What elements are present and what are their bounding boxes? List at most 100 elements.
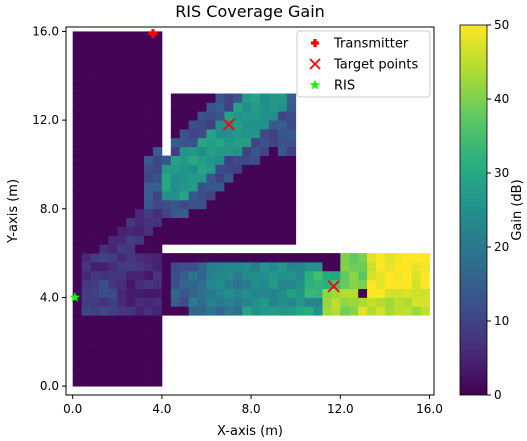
heatmap-cell bbox=[126, 217, 136, 227]
heatmap-cell bbox=[99, 137, 109, 148]
heatmap-cell bbox=[340, 270, 350, 281]
heatmap-cell bbox=[411, 253, 422, 263]
heatmap-cell bbox=[215, 306, 225, 316]
heatmap-cell bbox=[99, 261, 109, 272]
heatmap-cell bbox=[295, 288, 306, 298]
heatmap-cell bbox=[215, 208, 225, 219]
heatmap-cell bbox=[90, 217, 100, 227]
heatmap-cell bbox=[117, 261, 127, 272]
heatmap-cell bbox=[117, 84, 127, 94]
heatmap-cell bbox=[215, 217, 225, 227]
heatmap-cell bbox=[144, 120, 154, 130]
heatmap-cell bbox=[144, 155, 154, 165]
heatmap-cell bbox=[81, 279, 91, 289]
heatmap-cell bbox=[170, 270, 181, 281]
heatmap-cell bbox=[99, 315, 109, 325]
heatmap-cell bbox=[242, 128, 252, 139]
heatmap-cell bbox=[215, 182, 225, 192]
heatmap-cell bbox=[411, 306, 422, 316]
heatmap-cell bbox=[108, 324, 118, 334]
heatmap-cell bbox=[206, 182, 216, 192]
heatmap-cell bbox=[393, 261, 404, 272]
heatmap-cell bbox=[224, 93, 234, 103]
heatmap-cell bbox=[277, 93, 288, 103]
heatmap-cell bbox=[108, 350, 118, 360]
heatmap-cell bbox=[420, 279, 430, 289]
heatmap-cell bbox=[286, 137, 297, 148]
heatmap-cell bbox=[402, 253, 413, 263]
heatmap-cell bbox=[161, 261, 172, 272]
heatmap-cell bbox=[72, 332, 83, 343]
heatmap-cell bbox=[108, 164, 118, 174]
heatmap-cell bbox=[135, 208, 145, 219]
heatmap-cell bbox=[376, 279, 386, 289]
heatmap-cell bbox=[233, 226, 243, 236]
heatmap-cell bbox=[286, 226, 297, 236]
heatmap-cell bbox=[161, 235, 172, 245]
heatmap-cell bbox=[179, 208, 190, 219]
heatmap-cell bbox=[108, 288, 118, 298]
heatmap-cell bbox=[72, 261, 83, 272]
heatmap-cell bbox=[188, 191, 198, 201]
heatmap-cell bbox=[126, 315, 136, 325]
heatmap-cell bbox=[144, 226, 154, 236]
heatmap-cell bbox=[224, 164, 234, 174]
heatmap-cell bbox=[108, 208, 118, 219]
heatmap-cell bbox=[242, 102, 252, 112]
heatmap-cell bbox=[286, 270, 297, 281]
colorbar-tick-label: 40 bbox=[494, 92, 509, 106]
legend-transmitter-icon bbox=[311, 39, 319, 47]
heatmap-cell bbox=[170, 182, 181, 192]
heatmap-cell bbox=[126, 288, 136, 298]
heatmap-cell bbox=[99, 49, 109, 59]
x-tick-label: 4.0 bbox=[152, 402, 171, 416]
heatmap-cell bbox=[99, 368, 109, 378]
heatmap-cell bbox=[81, 49, 91, 59]
heatmap-cell bbox=[286, 297, 297, 307]
heatmap-cell bbox=[304, 279, 314, 289]
heatmap-cell bbox=[402, 270, 413, 281]
heatmap-cell bbox=[144, 137, 154, 148]
heatmap-cell bbox=[99, 288, 109, 298]
heatmap-cell bbox=[135, 58, 145, 68]
heatmap-cell bbox=[260, 191, 270, 201]
heatmap-cell bbox=[242, 208, 252, 219]
heatmap-cell bbox=[384, 297, 395, 307]
heatmap-cell bbox=[152, 111, 163, 121]
heatmap-cell bbox=[72, 244, 83, 254]
heatmap-cell bbox=[260, 102, 270, 112]
heatmap-cell bbox=[233, 173, 243, 183]
heatmap-cell bbox=[108, 359, 118, 369]
heatmap-cell bbox=[251, 253, 261, 263]
heatmap-cell bbox=[260, 297, 270, 307]
heatmap-cell bbox=[144, 235, 154, 245]
heatmap-cell bbox=[268, 155, 279, 165]
heatmap-cell bbox=[242, 306, 252, 316]
heatmap-cell bbox=[197, 288, 207, 298]
x-tick-label: 16.0 bbox=[416, 402, 443, 416]
heatmap-cell bbox=[170, 199, 181, 210]
heatmap-cell bbox=[81, 182, 91, 192]
heatmap-cell bbox=[242, 146, 252, 156]
heatmap-cell bbox=[277, 137, 288, 148]
heatmap-cell bbox=[170, 111, 181, 121]
heatmap-cell bbox=[268, 270, 279, 281]
heatmap-cell bbox=[117, 49, 127, 59]
heatmap-cell bbox=[286, 102, 297, 112]
heatmap-cell bbox=[233, 270, 243, 281]
heatmap-cell bbox=[224, 137, 234, 148]
heatmap-cell bbox=[268, 226, 279, 236]
heatmap-cell bbox=[108, 191, 118, 201]
heatmap-cell bbox=[260, 235, 270, 245]
heatmap-cell bbox=[170, 120, 181, 130]
heatmap-cell bbox=[90, 208, 100, 219]
heatmap-cell bbox=[313, 270, 323, 281]
heatmap-cell bbox=[197, 208, 207, 219]
heatmap-cell bbox=[260, 226, 270, 236]
heatmap-cell bbox=[152, 341, 163, 352]
heatmap-cell bbox=[277, 226, 288, 236]
heatmap-cell bbox=[117, 199, 127, 210]
legend-label: Target points bbox=[333, 58, 419, 73]
heatmap-cell bbox=[90, 146, 100, 156]
heatmap-cell bbox=[215, 120, 225, 130]
